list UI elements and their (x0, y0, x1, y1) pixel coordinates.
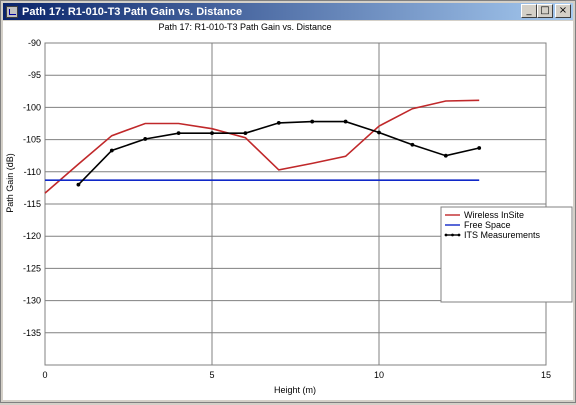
chart-app-icon (6, 5, 18, 18)
minimize-button[interactable]: _ (521, 4, 537, 18)
path-gain-chart: Path 17: R1-010-T3 Path Gain vs. Distanc… (5, 22, 573, 395)
legend-marker (457, 233, 461, 237)
x-tick-label: 10 (374, 370, 384, 380)
data-point (243, 131, 248, 136)
x-tick-label: 0 (42, 370, 47, 380)
y-tick-label: -135 (23, 328, 41, 338)
data-point (343, 119, 348, 124)
y-tick-label: -95 (28, 70, 41, 80)
axis-ticks: -90 -95 -100 -105 -110 -115 -120 -125 -130 -135 0 5… (23, 38, 551, 380)
series-lines (44, 99, 482, 194)
data-point (443, 153, 448, 158)
y-tick-label: -100 (23, 102, 41, 112)
data-point (410, 142, 415, 147)
data-point (276, 120, 281, 125)
title-bar[interactable]: Path 17: R1-010-T3 Path Gain vs. Distanc… (3, 3, 573, 20)
x-tick-label: 5 (209, 370, 214, 380)
legend-label: Wireless InSite (464, 210, 524, 220)
grid (44, 42, 547, 365)
maximize-button[interactable]: □ (537, 4, 553, 18)
series-line (44, 99, 480, 194)
window-controls: _ □ × (521, 4, 571, 18)
x-tick-label: 15 (541, 370, 551, 380)
y-tick-label: -90 (28, 38, 41, 48)
data-point (143, 137, 148, 141)
data-point (377, 130, 381, 135)
legend-label: Free Space (464, 220, 511, 230)
chart-area: Path 17: R1-010-T3 Path Gain vs. Distanc… (3, 21, 573, 400)
window-title: Path 17: R1-010-T3 Path Gain vs. Distanc… (22, 5, 243, 18)
data-point (310, 119, 315, 124)
close-button[interactable]: × (555, 4, 571, 18)
y-tick-label: -110 (24, 167, 41, 177)
data-point (109, 148, 114, 153)
legend-box (440, 206, 573, 303)
y-tick-label: -130 (23, 296, 41, 306)
data-point (210, 131, 214, 136)
y-tick-label: -105 (23, 135, 41, 145)
series-line (77, 120, 480, 186)
legend-marker (451, 233, 454, 237)
plot-frame (44, 42, 547, 366)
y-tick-label: -120 (23, 231, 41, 241)
y-axis-label: Path Gain (dB) (5, 153, 15, 213)
x-axis-label: Height (m) (274, 385, 316, 395)
chart-title: Path 17: R1-010-T3 Path Gain vs. Distanc… (158, 22, 331, 32)
legend-label: ITS Measurements (464, 230, 541, 240)
y-tick-label: -115 (24, 199, 41, 209)
legend-marker (444, 233, 448, 237)
y-tick-label: -125 (23, 263, 41, 273)
data-point (76, 182, 81, 187)
data-point (176, 131, 181, 136)
data-point (477, 146, 482, 150)
